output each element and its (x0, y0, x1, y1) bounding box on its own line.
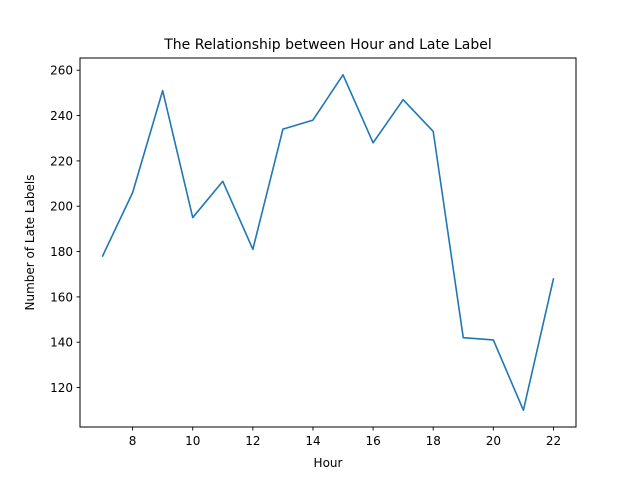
plot-frame (79, 57, 577, 428)
x-axis-label: Hour (314, 456, 343, 470)
x-tick-label-12: 12 (245, 434, 260, 448)
y-tick-label-220: 220 (50, 154, 73, 168)
y-tick-label-240: 240 (50, 109, 73, 123)
x-tick-label-10: 10 (185, 434, 200, 448)
x-tick-label-16: 16 (365, 434, 380, 448)
y-tick-label-160: 160 (50, 290, 73, 304)
y-axis-label: Number of Late Labels (23, 175, 37, 311)
y-tick-label-140: 140 (50, 336, 73, 350)
plot-area (79, 57, 577, 428)
x-tick-label-8: 8 (129, 434, 137, 448)
x-tick-label-20: 20 (486, 434, 501, 448)
y-tick-label-180: 180 (50, 245, 73, 259)
y-tick-label-260: 260 (50, 64, 73, 78)
series-line (101, 73, 555, 412)
y-axis: 120 140 160 180 200 220 240 260 (50, 64, 80, 395)
y-tick-label-120: 120 (50, 381, 73, 395)
x-tick-label-18: 18 (426, 434, 441, 448)
x-tick-label-22: 22 (546, 434, 561, 448)
y-tick-label-200: 200 (50, 200, 73, 214)
x-axis: 8 10 12 14 16 18 20 22 (129, 427, 561, 448)
x-tick-label-14: 14 (305, 434, 320, 448)
chart-title: The Relationship between Hour and Late L… (163, 37, 492, 53)
